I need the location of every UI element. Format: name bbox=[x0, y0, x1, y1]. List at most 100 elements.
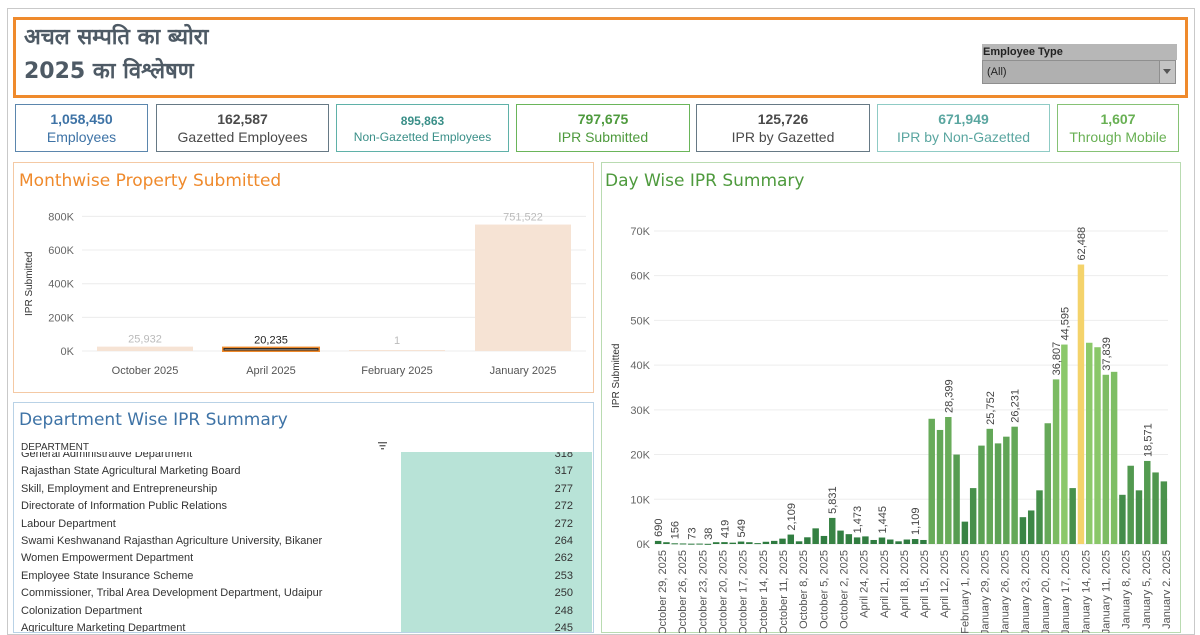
x-tick-label: January 23, 2025 bbox=[1020, 550, 1032, 633]
table-row[interactable]: Commissioner, Tribal Area Development De… bbox=[16, 585, 592, 603]
employee-type-filter-label: Employee Type bbox=[982, 44, 1177, 60]
x-tick-label: January 14, 2025 bbox=[1080, 550, 1092, 633]
department-count: 264 bbox=[554, 535, 573, 547]
bar-highlight-outline bbox=[223, 348, 319, 351]
bar-value-label: 37,839 bbox=[1101, 337, 1113, 371]
x-tick-label: January 2025 bbox=[490, 365, 557, 377]
bar bbox=[903, 539, 911, 544]
bar bbox=[829, 517, 836, 544]
bar-value-label: 28,399 bbox=[943, 379, 955, 413]
monthwise-chart[interactable]: 0K 200K 400K 600K 800K 25,932 October 2025 20,2… bbox=[14, 190, 594, 390]
kpi-through-mobile[interactable]: 1,607 Through Mobile bbox=[1057, 104, 1179, 152]
table-row[interactable]: Directorate of Information Public Relati… bbox=[16, 498, 592, 516]
department-name: Labour Department bbox=[21, 517, 116, 530]
department-name: General Administrative Department bbox=[21, 452, 193, 460]
kpi-ipr-submitted[interactable]: 797,675 IPR Submitted bbox=[516, 104, 690, 152]
kpi-ipr-by-non-gazetted[interactable]: 671,949 IPR by Non-Gazetted bbox=[877, 104, 1050, 152]
department-count: 253 bbox=[554, 569, 573, 582]
y-tick-label: 400K bbox=[48, 279, 74, 291]
x-tick-label: October 29, 2025 bbox=[657, 550, 669, 633]
department-name: Commissioner, Tribal Area Development De… bbox=[21, 587, 323, 600]
bar-value-label: 1 bbox=[394, 335, 400, 347]
bar bbox=[1044, 423, 1052, 544]
department-count-cell: 264 bbox=[401, 533, 592, 551]
bar bbox=[1003, 436, 1010, 544]
x-tick-label: October 26, 2025 bbox=[677, 550, 689, 633]
bar bbox=[986, 428, 993, 544]
bar bbox=[887, 539, 894, 544]
bar-value-label: 549 bbox=[736, 519, 748, 537]
dashboard-title-line2: 2025 का विश्लेषण bbox=[24, 59, 194, 84]
chevron-down-icon[interactable] bbox=[1159, 61, 1175, 83]
bar-value-label: 26,231 bbox=[1010, 389, 1022, 423]
kpi-ipr-by-gazetted[interactable]: 125,726 IPR by Gazetted bbox=[696, 104, 870, 152]
kpi-value: 1,607 bbox=[1100, 111, 1136, 127]
kpi-gazetted-employees[interactable]: 162,587 Gazetted Employees bbox=[156, 104, 329, 152]
kpi-label: Gazetted Employees bbox=[177, 129, 308, 145]
kpi-non-gazetted-employees[interactable]: 895,863 Non-Gazetted Employees bbox=[336, 104, 509, 152]
table-row[interactable]: Rajasthan State Agricultural Marketing B… bbox=[16, 463, 592, 481]
department-name: Directorate of Information Public Relati… bbox=[21, 500, 228, 513]
x-tick-label: October 8, 2025 bbox=[798, 550, 810, 629]
header-box bbox=[13, 17, 1188, 98]
bar bbox=[936, 429, 944, 544]
table-row[interactable]: Women Empowerment Department 262 bbox=[16, 550, 592, 568]
x-tick-label: January 11, 2025 bbox=[1101, 550, 1113, 633]
kpi-value: 1,058,450 bbox=[50, 111, 113, 127]
x-tick-label: January 8, 2025 bbox=[1121, 550, 1133, 629]
x-tick-label: October 5, 2025 bbox=[818, 550, 830, 629]
bar-value-label: 751,522 bbox=[503, 212, 543, 224]
department-table[interactable]: General Administrative Department 318 Raja… bbox=[16, 452, 592, 632]
table-row[interactable]: Swami Keshwanand Rajasthan Agriculture U… bbox=[16, 533, 592, 551]
department-count-cell: 245 bbox=[401, 620, 592, 632]
kpi-value: 895,863 bbox=[400, 114, 445, 128]
bar-value-label: 73 bbox=[686, 527, 698, 539]
y-tick-label: 800K bbox=[48, 211, 74, 223]
daywise-chart[interactable]: 0K 10K 20K 30K 40K 50K 60K 70K 690 156 73 38 419 549 2… bbox=[610, 193, 1170, 633]
sort-icon[interactable] bbox=[378, 441, 387, 450]
table-row[interactable]: Employee State Insurance Scheme 253 bbox=[16, 567, 592, 586]
x-tick-label: October 2, 2025 bbox=[838, 550, 850, 629]
x-tick-label: February 2025 bbox=[361, 365, 433, 377]
table-row[interactable]: Colonization Department 248 bbox=[16, 602, 592, 620]
kpi-employees[interactable]: 1,058,450 Employees bbox=[15, 104, 148, 152]
department-count-cell: 253 bbox=[401, 567, 592, 586]
department-name: Women Empowerment Department bbox=[21, 552, 194, 565]
department-count: 250 bbox=[554, 587, 573, 600]
bar bbox=[1077, 264, 1085, 544]
bar bbox=[222, 346, 320, 353]
bar bbox=[961, 521, 969, 544]
bar bbox=[1052, 379, 1060, 544]
bar bbox=[969, 488, 977, 544]
y-tick-label: 40K bbox=[630, 360, 650, 372]
bar bbox=[870, 539, 877, 544]
bar bbox=[721, 542, 728, 544]
table-row[interactable]: Labour Department 272 bbox=[16, 515, 592, 533]
bar bbox=[1061, 344, 1068, 544]
table-row[interactable]: General Administrative Department 318 bbox=[16, 452, 592, 464]
bar bbox=[712, 542, 720, 544]
dashboard-title-line1: अचल सम्पति का ब्योरा bbox=[24, 25, 209, 50]
bar bbox=[1160, 481, 1168, 544]
department-name: Agriculture Marketing Department bbox=[21, 622, 186, 632]
department-column-header[interactable]: DEPARTMENT bbox=[21, 442, 89, 453]
bar-value-label: 419 bbox=[719, 520, 731, 538]
y-tick-label: 10K bbox=[630, 494, 650, 506]
monthwise-panel bbox=[13, 162, 594, 393]
bar bbox=[770, 540, 778, 544]
daywise-panel bbox=[601, 162, 1181, 633]
table-row[interactable]: Agriculture Marketing Department 245 bbox=[16, 620, 592, 632]
bar bbox=[795, 541, 803, 544]
x-tick-label: April 2025 bbox=[246, 365, 296, 377]
bar bbox=[729, 542, 736, 544]
x-tick-label: April 18, 2025 bbox=[899, 550, 911, 618]
bar-value-label: 25,932 bbox=[128, 334, 162, 346]
x-tick-label: October 11, 2025 bbox=[778, 550, 790, 633]
x-tick-label: April 21, 2025 bbox=[879, 550, 891, 618]
kpi-value: 797,675 bbox=[577, 111, 629, 127]
bar-value-label: 36,807 bbox=[1051, 342, 1063, 376]
table-row[interactable]: Skill, Employment and Entrepreneurship 27… bbox=[16, 480, 592, 499]
bar bbox=[779, 538, 786, 544]
x-tick-label: October 14, 2025 bbox=[758, 550, 770, 633]
employee-type-filter-dropdown[interactable]: (All) bbox=[982, 60, 1176, 84]
